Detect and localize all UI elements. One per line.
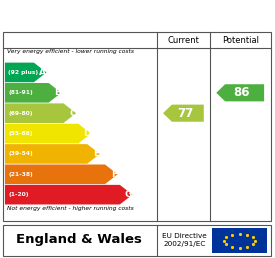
Polygon shape: [5, 185, 133, 205]
Text: A: A: [39, 68, 46, 77]
Text: C: C: [69, 109, 76, 118]
Polygon shape: [5, 103, 76, 123]
Text: 77: 77: [177, 107, 193, 120]
Polygon shape: [5, 63, 46, 82]
Text: (81-91): (81-91): [8, 90, 33, 95]
Text: England & Wales: England & Wales: [16, 233, 142, 246]
Text: F: F: [111, 170, 117, 179]
Polygon shape: [5, 144, 100, 164]
Polygon shape: [216, 84, 264, 101]
Text: (1-20): (1-20): [8, 192, 29, 197]
Text: 86: 86: [234, 86, 250, 99]
Text: (39-54): (39-54): [8, 151, 33, 156]
Text: Potential: Potential: [222, 36, 259, 45]
Text: B: B: [54, 88, 61, 97]
Polygon shape: [5, 124, 91, 143]
Text: Not energy efficient - higher running costs: Not energy efficient - higher running co…: [7, 206, 134, 211]
Text: E: E: [93, 149, 99, 158]
Text: (69-80): (69-80): [8, 111, 33, 116]
Text: Energy Efficiency Rating: Energy Efficiency Rating: [8, 8, 210, 23]
Text: (92 plus): (92 plus): [8, 70, 38, 75]
Text: EU Directive
2002/91/EC: EU Directive 2002/91/EC: [162, 233, 207, 247]
Polygon shape: [5, 83, 61, 103]
Text: Very energy efficient - lower running costs: Very energy efficient - lower running co…: [7, 49, 134, 54]
Polygon shape: [163, 105, 204, 122]
Bar: [212, 228, 267, 253]
Text: (21-38): (21-38): [8, 172, 33, 177]
Text: (55-68): (55-68): [8, 131, 33, 136]
Text: D: D: [83, 129, 91, 138]
Text: Current: Current: [167, 36, 199, 45]
Polygon shape: [5, 165, 118, 184]
Text: G: G: [125, 190, 132, 199]
